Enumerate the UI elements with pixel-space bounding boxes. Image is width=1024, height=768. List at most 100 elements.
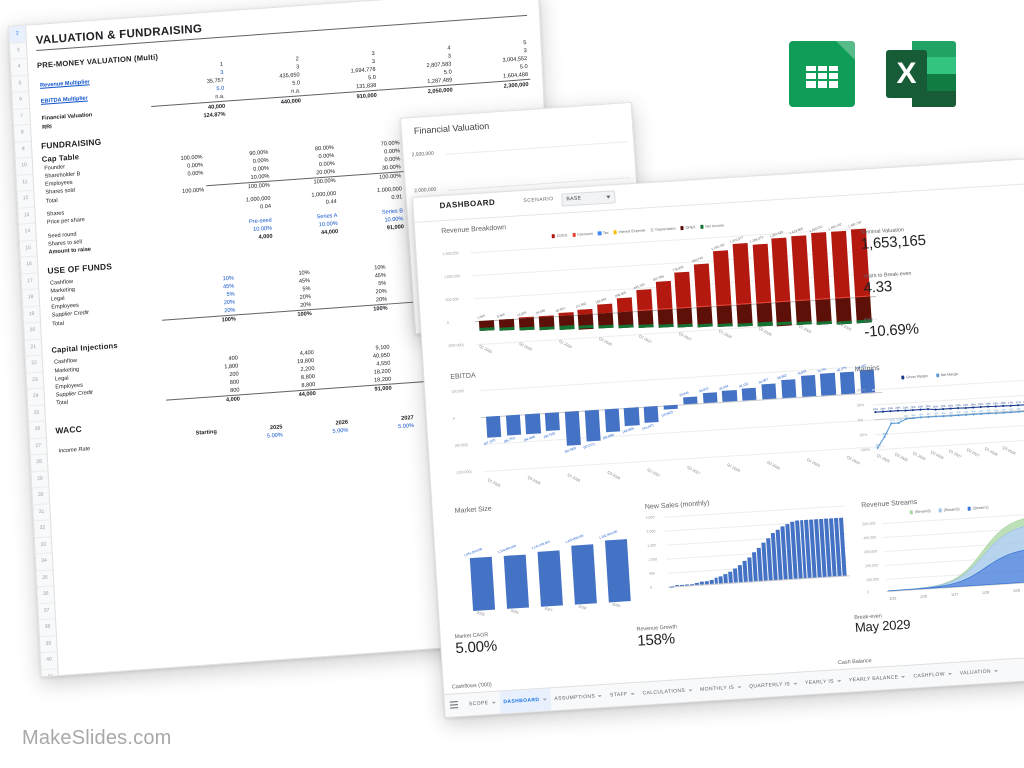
data-label: 1,190,752 bbox=[710, 242, 725, 252]
row-number[interactable]: 18 bbox=[22, 289, 40, 308]
sheet-tab-calculations[interactable]: CALCULATIONS bbox=[638, 679, 697, 705]
row-number[interactable]: 6 bbox=[12, 91, 30, 110]
y-tick: 500 bbox=[649, 571, 656, 576]
row-number[interactable]: 5 bbox=[11, 75, 29, 93]
row-number[interactable]: 35 bbox=[36, 569, 54, 588]
data-label: 24% bbox=[888, 406, 894, 410]
row-number[interactable]: 23 bbox=[26, 371, 44, 390]
row-number[interactable]: 39 bbox=[39, 635, 57, 654]
row-number[interactable]: 30 bbox=[32, 487, 50, 505]
bar bbox=[791, 234, 811, 302]
row-number[interactable]: 37 bbox=[38, 602, 56, 621]
dashboard-title: DASHBOARD bbox=[439, 197, 496, 211]
y-tick: 0 bbox=[452, 416, 456, 421]
row-number[interactable]: 22 bbox=[25, 355, 43, 374]
row-number[interactable]: 28 bbox=[30, 454, 48, 472]
chevron-down-icon[interactable] bbox=[947, 673, 952, 676]
row-number[interactable]: 41 bbox=[41, 668, 59, 678]
sheet-tab-staff[interactable]: STAFF bbox=[605, 683, 639, 707]
bar bbox=[485, 415, 502, 438]
chevron-down-icon[interactable] bbox=[491, 701, 496, 705]
bar bbox=[741, 387, 757, 401]
bar-net-income bbox=[539, 325, 555, 330]
data-label: 1,288,373 bbox=[749, 235, 765, 245]
sheet-tab-yearly-is[interactable]: YEARLY IS bbox=[800, 670, 845, 695]
row-number[interactable]: 25 bbox=[28, 404, 46, 423]
row-number[interactable]: 24 bbox=[27, 388, 45, 407]
row-number[interactable]: 14 bbox=[19, 223, 36, 242]
sheet-tab-assumptions[interactable]: ASSUMPTIONS bbox=[550, 685, 607, 710]
bar bbox=[643, 405, 660, 423]
row-number[interactable]: 40 bbox=[40, 652, 58, 670]
row-number[interactable]: 32 bbox=[34, 520, 51, 538]
row-number[interactable]: 31 bbox=[33, 503, 51, 522]
row-number[interactable]: 34 bbox=[35, 553, 53, 571]
google-sheets-icon[interactable] bbox=[789, 41, 855, 107]
data-label: (44,447) bbox=[641, 423, 655, 431]
row-number[interactable]: 26 bbox=[29, 421, 46, 439]
row-number[interactable]: 29 bbox=[31, 470, 49, 489]
row-number[interactable]: 10 bbox=[15, 157, 33, 176]
row-number[interactable]: 21 bbox=[24, 338, 42, 357]
row-number[interactable]: 12 bbox=[17, 190, 35, 209]
bar bbox=[718, 575, 724, 584]
area-path bbox=[888, 547, 1024, 592]
sheet-tab-dashboard[interactable]: DASHBOARD bbox=[498, 688, 552, 714]
bar bbox=[712, 250, 732, 307]
chevron-down-icon[interactable] bbox=[688, 689, 693, 692]
sheet-tab-strip[interactable]: SCOPE DASHBOARD ASSUMPTIONS STAFF CALCULATIO… bbox=[444, 655, 1024, 717]
data-label: 18% bbox=[993, 401, 999, 405]
chevron-down-icon[interactable] bbox=[792, 682, 798, 686]
data-point bbox=[934, 415, 938, 418]
bar bbox=[584, 409, 601, 442]
data-label: -5% bbox=[1008, 407, 1014, 411]
bar bbox=[674, 271, 692, 309]
chevron-down-icon[interactable] bbox=[737, 686, 742, 689]
cash-balance-label: Cash Balance bbox=[837, 658, 872, 667]
row-number[interactable]: 15 bbox=[19, 240, 37, 258]
sheet-tab-cashflow[interactable]: CASHFLOW bbox=[909, 663, 957, 688]
sheet-tabs[interactable]: SCOPE DASHBOARD ASSUMPTIONS STAFF CALCULATIO… bbox=[464, 660, 1002, 716]
data-point bbox=[972, 413, 975, 416]
row-number[interactable]: 3 bbox=[9, 42, 27, 60]
row-number[interactable]: 16 bbox=[20, 256, 38, 275]
chevron-down-icon[interactable] bbox=[836, 680, 842, 683]
row-number[interactable]: 4 bbox=[10, 58, 28, 77]
row-number[interactable]: 36 bbox=[37, 586, 55, 604]
row-number[interactable]: 33 bbox=[34, 536, 52, 555]
bar bbox=[714, 577, 719, 584]
row-number[interactable]: 9 bbox=[14, 141, 32, 159]
row-number[interactable]: 38 bbox=[39, 619, 56, 637]
row-number[interactable]: 2 bbox=[9, 25, 26, 44]
x-tick: Q3 2026 bbox=[929, 449, 945, 461]
chevron-down-icon[interactable] bbox=[993, 670, 999, 673]
sheet-tab-yearly-balance[interactable]: YEARLY BALANCE bbox=[844, 666, 910, 692]
row-number[interactable]: 19 bbox=[23, 305, 41, 324]
dashboard-sheet[interactable]: DASHBOARD SCENARIO BASE Revenue Breakdow… bbox=[412, 158, 1024, 718]
bar bbox=[679, 584, 684, 586]
row-number[interactable]: 27 bbox=[29, 437, 47, 456]
chevron-down-icon[interactable] bbox=[901, 675, 906, 679]
row-number[interactable]: 8 bbox=[14, 124, 31, 143]
row-number[interactable]: 7 bbox=[13, 108, 31, 126]
data-label: -4% bbox=[978, 409, 984, 413]
bar bbox=[771, 237, 791, 303]
row-number[interactable]: 17 bbox=[21, 273, 39, 291]
sheet-tab-quarterly-is[interactable]: QUARTERLY IS bbox=[745, 673, 802, 698]
sheet-tab-valuation[interactable]: VALUATION bbox=[955, 660, 1002, 685]
data-point bbox=[949, 414, 953, 417]
all-sheets-icon[interactable] bbox=[449, 701, 459, 709]
bar bbox=[505, 414, 521, 436]
scenario-select[interactable]: BASE bbox=[561, 189, 616, 207]
sheet-tab-scope[interactable]: SCOPE bbox=[464, 692, 500, 716]
row-number[interactable]: 13 bbox=[18, 207, 36, 225]
sheet-tab-monthly-is[interactable]: MONTHLY IS bbox=[696, 676, 746, 701]
chevron-down-icon[interactable] bbox=[598, 695, 603, 698]
kpi-break-even: Break-even May 2029 bbox=[854, 612, 911, 636]
row-number[interactable]: 11 bbox=[16, 174, 34, 192]
row-number[interactable]: 20 bbox=[24, 322, 41, 341]
legend-label: Depreciation bbox=[655, 226, 676, 232]
chevron-down-icon[interactable] bbox=[630, 693, 635, 696]
microsoft-excel-icon[interactable]: X bbox=[886, 41, 956, 107]
chevron-down-icon[interactable] bbox=[542, 698, 547, 701]
